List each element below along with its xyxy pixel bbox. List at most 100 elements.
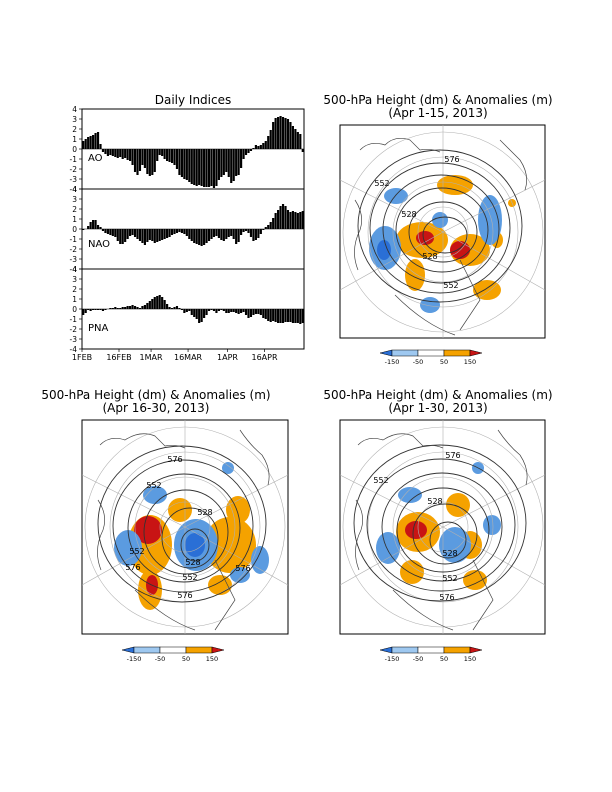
bar (131, 305, 134, 309)
bar (294, 309, 297, 323)
bar (121, 229, 124, 244)
bar (126, 229, 129, 239)
bar (264, 309, 267, 319)
bar (235, 229, 238, 244)
bar (235, 149, 238, 176)
bar (163, 229, 166, 239)
bar (156, 149, 159, 161)
bar (166, 149, 169, 161)
colorbar-label: -50 (155, 655, 166, 663)
bar (220, 229, 223, 240)
bar (210, 229, 213, 239)
colorbar-label: 150 (464, 358, 476, 366)
bar (104, 309, 107, 310)
bar (294, 129, 297, 149)
bar (141, 149, 144, 165)
bar (244, 309, 248, 315)
x-tick-label: 16APR (252, 353, 278, 362)
bar (151, 149, 154, 175)
bar (294, 212, 297, 229)
bar (232, 309, 235, 312)
map3-height-contours (353, 444, 527, 602)
map2-strong-negative-anomaly (185, 533, 205, 557)
contour-label: 528 (401, 210, 416, 219)
map1-colorbar: -150 -50 50 150 (379, 349, 483, 366)
contour-label: 576 (235, 564, 250, 573)
bar (222, 229, 225, 241)
bar (254, 145, 257, 149)
bar (84, 139, 87, 149)
colorbar-label: -150 (385, 655, 400, 663)
contour-label: 576 (167, 455, 182, 464)
bar (274, 213, 277, 229)
bar (170, 229, 174, 235)
bar (104, 229, 107, 233)
bar (89, 222, 92, 229)
bar (175, 306, 179, 309)
bar (225, 229, 228, 239)
bar (227, 229, 230, 237)
y-tick-label: 0 (72, 305, 77, 314)
map3-title-line1: 500-hPa Height (dm) & Anomalies (m) (323, 388, 553, 402)
bar (291, 126, 294, 149)
bar (259, 309, 262, 315)
bar (101, 309, 105, 311)
bar (143, 305, 146, 309)
contour-label: 552 (374, 179, 389, 188)
y-tick-label: 4 (72, 265, 77, 274)
map3-contour-labels: 576 552 528 528 552 576 (373, 451, 460, 602)
bar (257, 146, 260, 149)
map1-title-line2: (Apr 1-15, 2013) (388, 106, 488, 120)
bar (249, 149, 253, 151)
bar (129, 306, 132, 309)
bar (183, 309, 186, 313)
x-tick-label: 16FEB (106, 353, 131, 362)
bar (170, 149, 174, 163)
bar (274, 309, 277, 322)
map3-title-line2: (Apr 1-30, 2013) (388, 401, 488, 415)
bar (121, 307, 124, 309)
map3-panel (339, 419, 546, 635)
bar (126, 149, 129, 160)
bar (114, 149, 117, 157)
contour-label: 552 (373, 476, 388, 485)
bar (138, 149, 142, 171)
bar (284, 309, 287, 322)
bar (82, 141, 85, 149)
bar (163, 149, 166, 159)
bar (138, 229, 142, 241)
contour-label: 576 (439, 593, 454, 602)
y-tick-label: 4 (72, 105, 77, 114)
y-tick-label: -4 (70, 185, 78, 194)
x-tick-label: 1FEB (72, 353, 92, 362)
colorbar-label: 150 (464, 655, 476, 663)
bar (279, 206, 282, 229)
colorbar-label: 50 (440, 655, 448, 663)
map3-colorbar: -150 -50 50 150 (379, 646, 483, 663)
bar (220, 309, 223, 310)
bar (267, 225, 270, 229)
bar (188, 309, 191, 311)
map1-contour-labels: 576 552 528 528 552 (374, 155, 459, 290)
bar (210, 149, 213, 186)
bar (168, 229, 171, 237)
bar (198, 149, 201, 185)
bar (284, 206, 287, 229)
bar (111, 149, 114, 156)
bar (101, 149, 105, 152)
bar (262, 229, 265, 230)
bar (264, 227, 267, 229)
bar (272, 309, 275, 321)
bar (190, 149, 193, 184)
contour-label: 576 (125, 563, 140, 572)
bar (207, 229, 211, 241)
bar (252, 309, 255, 315)
contour-label: 552 (146, 481, 161, 490)
bar (296, 213, 299, 229)
bar (151, 229, 154, 241)
bar (212, 309, 216, 311)
y-tick-label: -3 (70, 335, 78, 344)
bar (203, 149, 206, 187)
bar (99, 144, 102, 149)
bar (286, 210, 290, 229)
